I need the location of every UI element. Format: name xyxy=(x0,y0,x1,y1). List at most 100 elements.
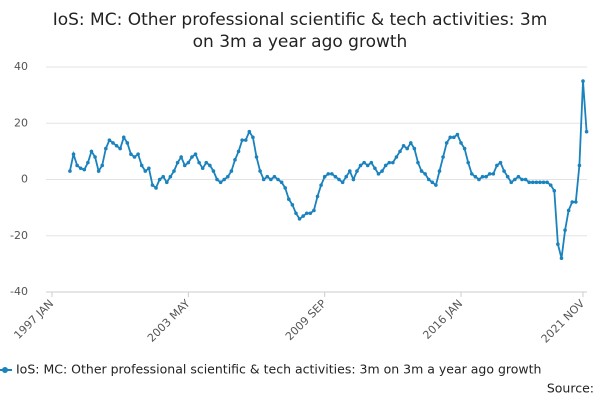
point xyxy=(408,141,413,145)
point xyxy=(104,146,108,151)
point xyxy=(484,174,488,179)
x-tick-label: 1997 JAN xyxy=(11,297,56,342)
point xyxy=(487,172,492,176)
point xyxy=(165,180,169,185)
point xyxy=(265,174,270,179)
point xyxy=(495,163,499,168)
point xyxy=(383,163,388,168)
point xyxy=(347,169,352,173)
point xyxy=(362,160,366,165)
point xyxy=(197,160,201,165)
point xyxy=(426,177,431,182)
point xyxy=(577,163,582,168)
point xyxy=(301,214,305,218)
point xyxy=(68,169,72,173)
point xyxy=(154,186,158,190)
point xyxy=(340,180,345,185)
point xyxy=(125,141,130,145)
point xyxy=(441,155,445,159)
point xyxy=(498,160,503,165)
point xyxy=(71,152,76,156)
point xyxy=(86,160,90,165)
point xyxy=(405,146,409,151)
point xyxy=(552,188,557,193)
point xyxy=(294,211,298,216)
point xyxy=(419,169,424,173)
point xyxy=(509,180,514,185)
point xyxy=(502,169,506,173)
point xyxy=(136,152,140,156)
point xyxy=(559,256,564,261)
point xyxy=(308,211,313,216)
point xyxy=(530,180,535,185)
point xyxy=(312,208,316,213)
chart-title: IoS: MC: Other professional scientific &… xyxy=(53,10,548,30)
point xyxy=(82,167,87,172)
point xyxy=(211,169,216,173)
y-tick-label: 20 xyxy=(14,116,28,129)
point xyxy=(574,200,578,204)
point xyxy=(226,174,230,179)
y-tick-label: -20 xyxy=(10,229,28,242)
point xyxy=(179,155,183,159)
point xyxy=(416,160,420,165)
point xyxy=(279,180,284,185)
point xyxy=(243,138,248,142)
point xyxy=(100,163,105,168)
source-label: Source: xyxy=(547,381,594,396)
point xyxy=(132,155,137,159)
point xyxy=(247,129,252,134)
point xyxy=(208,163,212,168)
point xyxy=(491,172,496,176)
point xyxy=(430,180,435,185)
point xyxy=(516,174,521,179)
point xyxy=(351,177,356,182)
point xyxy=(401,143,406,148)
point xyxy=(200,166,205,171)
series-line xyxy=(69,81,588,259)
point xyxy=(330,172,334,176)
point xyxy=(286,197,291,201)
point xyxy=(373,166,377,171)
x-tick-label: 2009 SEP xyxy=(283,297,329,343)
point xyxy=(175,160,180,165)
point xyxy=(391,160,395,165)
point xyxy=(269,177,273,182)
point xyxy=(204,160,209,165)
point xyxy=(258,169,262,173)
point xyxy=(469,172,474,176)
point xyxy=(398,149,402,154)
point xyxy=(358,163,363,168)
point xyxy=(326,172,331,176)
point xyxy=(344,174,349,179)
point xyxy=(276,177,280,182)
point xyxy=(322,174,327,179)
point xyxy=(129,152,133,156)
point xyxy=(78,166,83,171)
point xyxy=(261,177,266,182)
point xyxy=(380,169,384,173)
point xyxy=(251,135,255,140)
x-tick-label: 2016 JAN xyxy=(420,297,465,342)
y-tick-label: -40 xyxy=(10,285,28,298)
point xyxy=(355,169,359,173)
point xyxy=(570,200,575,204)
point xyxy=(387,160,392,165)
point xyxy=(452,135,456,140)
point xyxy=(563,228,567,232)
point xyxy=(480,174,485,179)
point xyxy=(466,160,470,165)
point xyxy=(215,177,219,182)
point xyxy=(337,177,341,182)
point xyxy=(513,177,517,182)
point xyxy=(369,160,374,165)
point xyxy=(121,135,126,140)
point xyxy=(96,169,101,173)
point xyxy=(545,180,549,185)
point xyxy=(283,186,288,190)
legend-marker xyxy=(2,367,8,373)
point xyxy=(534,180,539,185)
point xyxy=(319,183,323,187)
point xyxy=(107,138,112,142)
point xyxy=(581,79,585,83)
